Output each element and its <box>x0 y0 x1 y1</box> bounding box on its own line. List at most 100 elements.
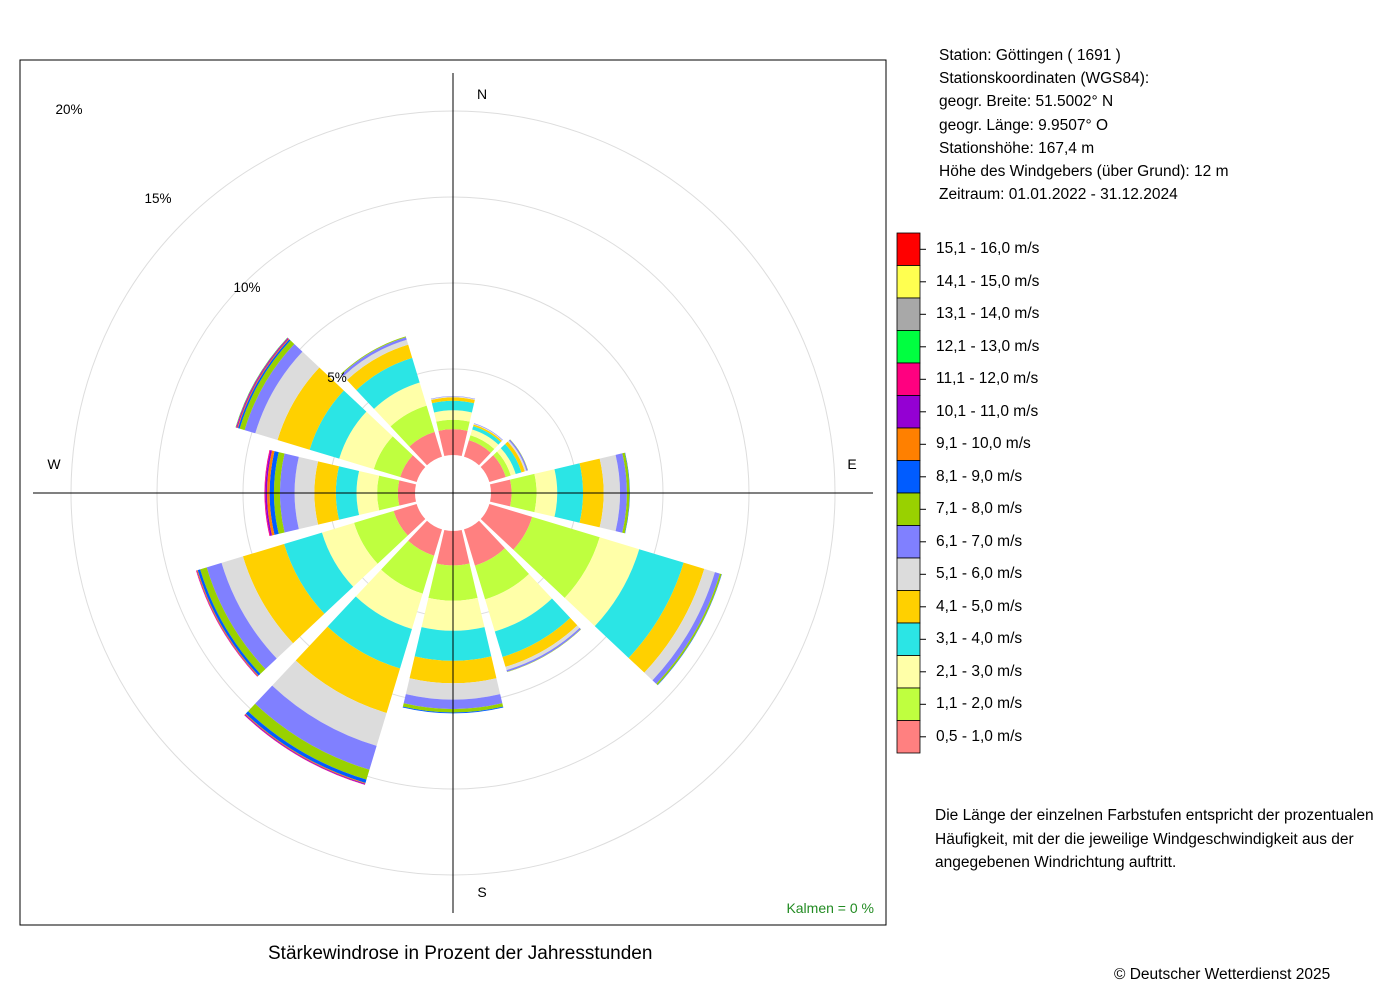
sector-210-class-9 <box>245 711 367 783</box>
sector-30-class-3 <box>470 429 499 449</box>
sector-210-class-6 <box>272 660 387 746</box>
legend-label-8: 7,1 - 8,0 m/s <box>936 500 1023 518</box>
sector-300-class-7 <box>244 343 303 434</box>
anemometer-height: Höhe des Windgebers (über Grund): 12 m <box>939 163 1229 181</box>
sector-270-class-10 <box>267 450 275 536</box>
legend-label-13: 12,1 - 13,0 m/s <box>936 337 1040 355</box>
sector-120-class-1 <box>480 503 533 550</box>
legend-swatch-13 <box>896 330 921 364</box>
sector-330-class-2 <box>390 405 435 447</box>
sector-270-class-11 <box>265 450 272 536</box>
sector-240-class-4 <box>284 532 354 614</box>
station-name: Station: Göttingen ( 1691 ) <box>939 47 1121 64</box>
legend-swatch-4 <box>896 622 921 656</box>
sector-180-class-8 <box>402 703 504 713</box>
legend-label-14: 13,1 - 14,0 m/s <box>936 305 1040 323</box>
sector-300-class-5 <box>277 367 344 450</box>
sector-150-class-4 <box>494 598 571 657</box>
legend-label-3: 2,1 - 3,0 m/s <box>936 662 1023 680</box>
legend-label-6: 5,1 - 6,0 m/s <box>936 565 1023 583</box>
legend-label-16: 15,1 - 16,0 m/s <box>936 240 1040 258</box>
station-coordinates-heading: Stationskoordinaten (WGS84): <box>939 70 1150 88</box>
sector-300-class-6 <box>255 351 320 441</box>
station-elevation: Stationshöhe: 167,4 m <box>939 139 1095 157</box>
sector-210-class-5 <box>295 626 401 713</box>
ring-label-20: 20% <box>55 102 82 117</box>
sector-300-class-4 <box>309 390 367 459</box>
sector-120-class-4 <box>594 549 684 658</box>
sector-90-class-8 <box>622 452 630 534</box>
sector-330-class-4 <box>356 357 420 409</box>
sector-210-class-8 <box>248 703 370 780</box>
chart-caption: Stärkewindrose in Prozent der Jahresstun… <box>268 943 653 964</box>
sector-330-class-7 <box>341 337 407 377</box>
station-longitude: geogr. Länge: 9.9507° O <box>939 116 1109 134</box>
sector-150-class-5 <box>502 617 578 667</box>
compass-label-s: S <box>477 884 486 900</box>
sector-210-class-2 <box>381 540 435 594</box>
legend-swatch-14 <box>896 297 921 331</box>
legend-label-4: 3,1 - 4,0 m/s <box>936 630 1023 648</box>
sector-210-class-1 <box>408 520 443 556</box>
sector-120-class-2 <box>513 516 600 598</box>
sector-90-class-9 <box>624 452 630 534</box>
compass-label-e: E <box>847 456 856 472</box>
sector-240-class-2 <box>354 510 408 564</box>
sector-330-class-3 <box>374 382 427 427</box>
copyright: © Deutscher Wetterdienst 2025 <box>1114 966 1331 983</box>
legend-swatch-12 <box>896 362 921 396</box>
sector-300-class-1 <box>400 455 426 483</box>
sector-150-class-1 <box>463 520 505 566</box>
sector-30-class-2 <box>468 435 495 453</box>
sector-150-class-3 <box>485 573 553 632</box>
sector-60-class-6 <box>507 440 527 472</box>
sector-240-class-3 <box>321 522 378 587</box>
sector-210-class-4 <box>327 596 412 669</box>
station-latitude: geogr. Breite: 51.5002° N <box>939 93 1114 111</box>
sector-60-class-1 <box>480 455 506 483</box>
explanation-note: Die Länge der einzelnen Farbstufen entsp… <box>935 804 1395 875</box>
legend-swatch-1 <box>896 720 921 754</box>
sector-180-class-9 <box>402 706 504 714</box>
legend-label-5: 4,1 - 5,0 m/s <box>936 597 1023 615</box>
legend-swatch-7 <box>896 525 921 559</box>
sector-330-class-1 <box>409 431 443 466</box>
sector-240-class-8 <box>200 567 266 674</box>
legend-label-10: 9,1 - 10,0 m/s <box>936 435 1031 453</box>
sector-120-class-7 <box>652 572 720 684</box>
station-info: Station: Göttingen ( 1691 ) Stationskoor… <box>939 44 1228 206</box>
sector-300-class-8 <box>239 340 295 431</box>
legend-swatch-8 <box>896 492 921 526</box>
legend-swatch-3 <box>896 655 921 689</box>
chart-labels: N E S W 5% 10% 15% 20% Kalmen = 0 % <box>47 86 874 916</box>
sector-240-class-7 <box>206 562 277 670</box>
sector-270-class-12 <box>264 449 271 537</box>
legend-label-9: 8,1 - 9,0 m/s <box>936 467 1023 485</box>
legend-label-1: 0,5 - 1,0 m/s <box>936 727 1023 745</box>
sector-150-class-2 <box>474 548 530 600</box>
sector-300-class-3 <box>339 411 393 470</box>
sector-240-class-5 <box>242 544 325 644</box>
ring-label-15: 15% <box>144 191 171 206</box>
sector-120-class-5 <box>628 562 705 673</box>
legend-label-15: 14,1 - 15,0 m/s <box>936 272 1040 290</box>
legend-swatch-2 <box>896 687 921 721</box>
ring-label-5: 5% <box>327 370 347 385</box>
sector-330-class-6 <box>343 339 409 381</box>
sector-120-class-6 <box>644 568 715 681</box>
sector-240-class-6 <box>221 556 294 659</box>
sector-0-class-6 <box>430 396 476 400</box>
sector-240-class-1 <box>393 503 426 536</box>
legend-label-7: 6,1 - 7,0 m/s <box>936 532 1023 550</box>
sector-150-class-6 <box>505 625 580 671</box>
legend-swatch-16 <box>896 232 921 266</box>
time-period: Zeitraum: 01.01.2022 - 31.12.2024 <box>939 186 1178 204</box>
calm-label: Kalmen = 0 % <box>786 900 874 916</box>
legend-label-12: 11,1 - 12,0 m/s <box>936 370 1039 388</box>
legend-swatch-6 <box>896 557 921 591</box>
compass-label-n: N <box>477 86 487 102</box>
sector-210-class-7 <box>255 685 377 770</box>
sector-60-class-7 <box>508 439 528 471</box>
legend-swatch-15 <box>896 265 921 299</box>
sector-0-class-7 <box>430 396 476 400</box>
